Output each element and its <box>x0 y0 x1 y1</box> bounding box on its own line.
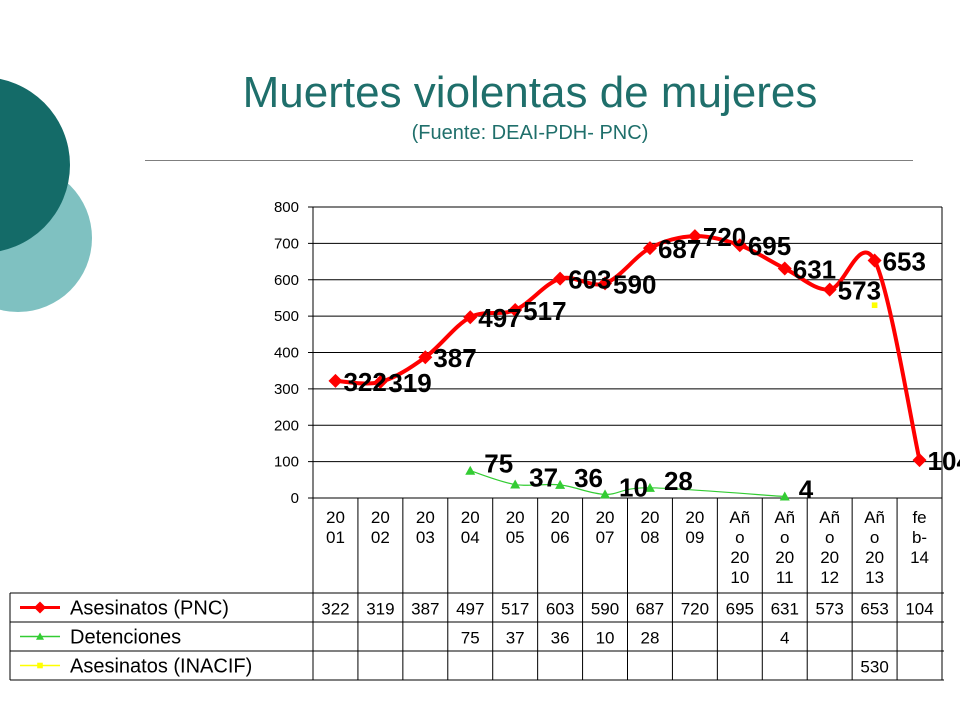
x-category-label: 20 04 <box>461 508 480 547</box>
x-category-label: Añ o 20 12 <box>819 508 840 587</box>
x-category-label: 20 07 <box>596 508 615 547</box>
legend-series-name: Asesinatos (INACIF) <box>70 656 252 678</box>
data-point-0 <box>508 302 523 317</box>
y-tick-label: 600 <box>274 272 299 289</box>
table-cell-value: 720 <box>681 600 709 619</box>
data-point-0 <box>463 310 478 325</box>
x-category-label: 20 01 <box>326 508 345 547</box>
y-tick-label: 300 <box>274 381 299 398</box>
table-cell-value: 497 <box>456 600 484 619</box>
y-tick-label: 200 <box>274 417 299 434</box>
x-category-label: 20 03 <box>416 508 435 547</box>
legend-series-name: Detenciones <box>70 627 181 649</box>
slide-title: Muertes violentas de mujeres <box>242 68 818 117</box>
decor-circle-dark <box>0 78 70 252</box>
data-label-0: 590 <box>613 269 656 299</box>
data-label-0: 497 <box>478 303 521 333</box>
data-label-0: 387 <box>433 343 476 373</box>
table-cell-value: 590 <box>591 600 619 619</box>
table-cell-value: 387 <box>411 600 439 619</box>
y-tick-label: 500 <box>274 308 299 325</box>
data-label-1: 37 <box>529 463 558 493</box>
table-cell-value: 4 <box>780 629 789 648</box>
x-category-label: 20 06 <box>551 508 570 547</box>
x-category-label: Añ o 20 13 <box>864 508 885 587</box>
table-cell-value: 695 <box>726 600 754 619</box>
y-tick-label: 0 <box>291 490 299 507</box>
data-label-0: 573 <box>838 276 881 306</box>
data-point-1 <box>555 479 566 489</box>
data-point-0 <box>598 276 613 291</box>
data-label-0: 687 <box>658 234 701 264</box>
y-tick-label: 700 <box>274 235 299 252</box>
table-cell-value: 603 <box>546 600 574 619</box>
x-category-label: 20 08 <box>641 508 660 547</box>
table-cell-value: 37 <box>506 629 525 648</box>
data-point-0 <box>777 261 792 276</box>
slide-subtitle: (Fuente: DEAI-PDH- PNC) <box>411 122 649 144</box>
data-point-0 <box>642 241 657 256</box>
data-point-1 <box>779 491 790 501</box>
data-point-0 <box>687 229 702 244</box>
data-label-0: 319 <box>388 368 431 398</box>
data-label-1: 10 <box>619 472 648 502</box>
table-cell-value: 517 <box>501 600 529 619</box>
data-label-1: 28 <box>664 466 693 496</box>
data-point-0 <box>732 238 747 253</box>
data-label-0: 720 <box>703 222 746 252</box>
table-cell-value: 687 <box>636 600 664 619</box>
data-point-0 <box>553 271 568 286</box>
table-cell-value: 631 <box>771 600 799 619</box>
data-label-1: 75 <box>484 449 513 479</box>
data-label-0: 322 <box>343 367 386 397</box>
data-point-1 <box>600 489 611 499</box>
table-cell-value: 75 <box>461 629 480 648</box>
legend-marker-0 <box>34 601 46 614</box>
title-divider <box>145 160 913 161</box>
data-point-0 <box>822 282 837 297</box>
data-point-1 <box>510 479 521 489</box>
data-point-2 <box>871 302 878 309</box>
data-label-0: 603 <box>568 265 611 295</box>
data-point-0 <box>373 374 388 389</box>
x-category-label: fe b-14 <box>910 508 929 567</box>
x-category-label: 20 09 <box>685 508 704 547</box>
data-point-0 <box>418 350 433 365</box>
y-tick-label: 800 <box>274 199 299 216</box>
data-label-0: 695 <box>748 231 791 261</box>
data-point-0 <box>912 453 927 468</box>
table-cell-value: 36 <box>551 629 570 648</box>
table-cell-value: 10 <box>596 629 615 648</box>
table-cell-value: 28 <box>641 629 660 648</box>
data-label-0: 653 <box>883 246 926 276</box>
table-cell-value: 104 <box>905 600 933 619</box>
y-tick-label: 400 <box>274 345 299 362</box>
x-category-label: 20 05 <box>506 508 525 547</box>
data-label-0: 104 <box>928 446 960 476</box>
data-point-0 <box>328 373 343 388</box>
data-label-0: 631 <box>793 254 836 284</box>
x-category-label: 20 02 <box>371 508 390 547</box>
data-label-1: 4 <box>799 475 814 505</box>
table-cell-value: 322 <box>321 600 349 619</box>
data-label-1: 36 <box>574 463 603 493</box>
data-point-1 <box>644 482 655 492</box>
legend-marker-2 <box>37 662 43 669</box>
table-cell-value: 573 <box>815 600 843 619</box>
data-point-0 <box>867 253 882 268</box>
x-category-label: Añ o 20 11 <box>774 508 795 587</box>
data-label-0: 517 <box>523 296 566 326</box>
table-cell-value: 319 <box>366 600 394 619</box>
data-point-1 <box>465 465 476 475</box>
y-tick-label: 100 <box>274 454 299 471</box>
table-cell-value: 653 <box>860 600 888 619</box>
table-cell-value: 530 <box>860 658 888 677</box>
legend-marker-1 <box>36 632 44 640</box>
legend-series-name: Asesinatos (PNC) <box>70 598 229 620</box>
x-category-label: Añ o 20 10 <box>729 508 750 587</box>
